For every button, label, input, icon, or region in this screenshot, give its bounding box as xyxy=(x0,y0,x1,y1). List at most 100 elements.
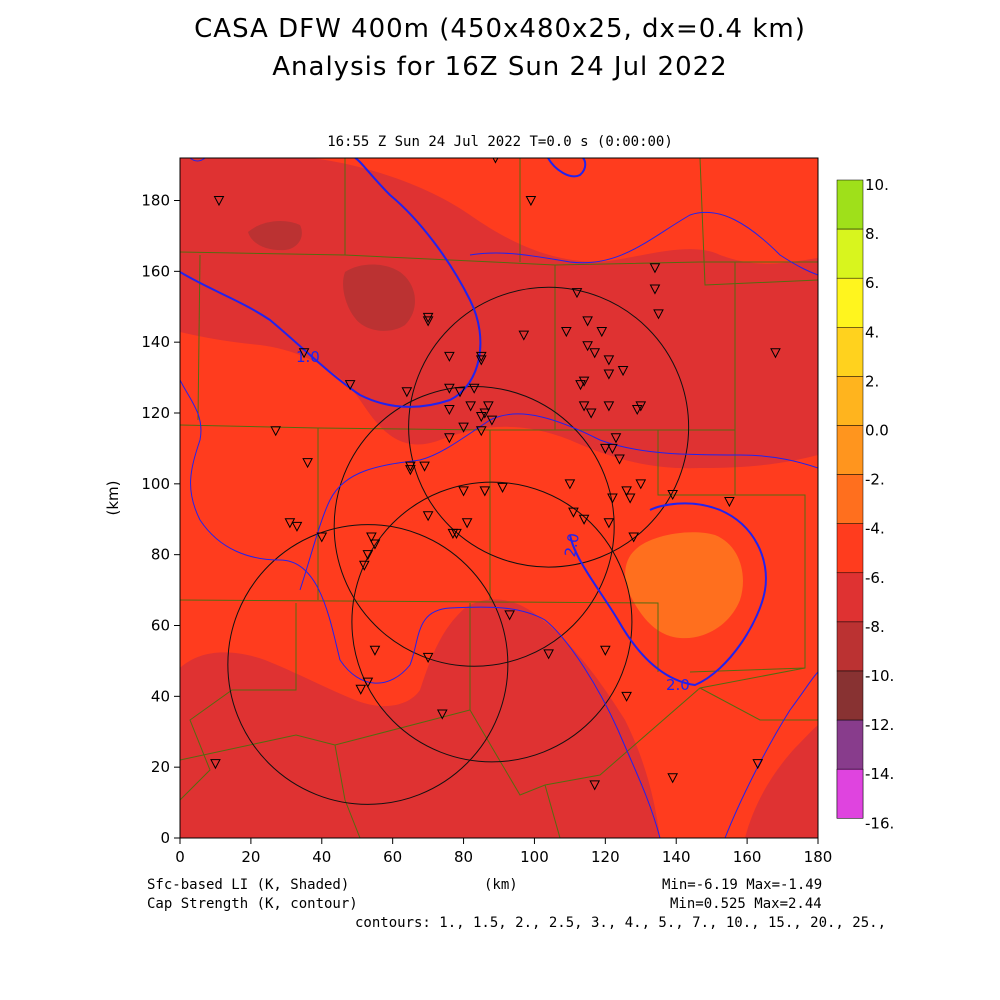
station-marker xyxy=(603,401,615,412)
y-tick-label: 120 xyxy=(141,404,170,422)
radar-range-ring xyxy=(333,385,615,667)
shade-minus6-to-minus4-southeast xyxy=(745,725,818,838)
station-marker xyxy=(635,479,647,490)
contour-2p0-east xyxy=(569,502,767,687)
station-marker xyxy=(405,461,416,472)
county-line xyxy=(180,599,659,672)
figure-title-line1: CASA DFW 400m (450x480x25, dx=0.4 km) xyxy=(194,14,806,44)
station-marker xyxy=(405,465,416,476)
county-boundaries xyxy=(180,158,818,838)
station-marker xyxy=(436,709,448,720)
valid-time-label: 16:55 Z Sun 24 Jul 2022 T=0.0 s (0:00:00… xyxy=(327,134,673,150)
county-line xyxy=(657,430,806,673)
county-line xyxy=(699,687,818,721)
station-marker xyxy=(302,458,313,469)
colorbar-label: -8. xyxy=(865,618,885,636)
y-tick-label: 20 xyxy=(151,758,170,776)
colorbar-swatch xyxy=(836,768,864,819)
y-axis-label: (km) xyxy=(104,480,122,515)
station-marker xyxy=(461,518,473,529)
cap-strength-contours xyxy=(180,158,818,838)
station-marker xyxy=(422,316,434,327)
station-marker xyxy=(607,443,618,454)
y-axis: 0 20 40 60 80 100 120 140 160 180 xyxy=(141,192,180,847)
station-marker xyxy=(770,348,781,359)
contour-1p5-c xyxy=(469,211,818,276)
x-tick-label: 40 xyxy=(312,848,331,866)
shade-below-minus6-patch2 xyxy=(343,264,416,331)
figure-title-line2: Analysis for 16Z Sun 24 Jul 2022 xyxy=(272,52,728,82)
station-marker xyxy=(419,461,430,472)
station-marker xyxy=(210,759,221,770)
x-tick-label: 60 xyxy=(383,848,402,866)
y-tick-label: 40 xyxy=(151,687,170,705)
contour-1p5-b xyxy=(299,413,818,591)
station-marker xyxy=(270,426,282,437)
station-marker xyxy=(582,341,593,352)
station-marker xyxy=(366,532,377,543)
station-marker xyxy=(479,486,491,497)
x-tick-label: 100 xyxy=(520,848,549,866)
shade-minus6-to-minus4-south xyxy=(180,599,660,838)
station-marker xyxy=(444,383,455,394)
station-marker xyxy=(401,387,413,398)
station-marker xyxy=(603,355,615,366)
station-marker xyxy=(561,327,572,338)
colorbar-label: -16. xyxy=(865,814,894,832)
plot-frame xyxy=(179,157,819,839)
station-marker xyxy=(475,426,487,437)
station-marker xyxy=(649,263,661,274)
station-marker xyxy=(628,532,640,543)
station-marker xyxy=(369,645,381,656)
station-marker xyxy=(575,380,586,391)
colorbar-label: -14. xyxy=(865,765,894,783)
footer-contour-minmax: Min=0.525 Max=2.44 xyxy=(670,896,822,912)
station-marker xyxy=(578,401,590,412)
station-marker xyxy=(564,479,576,490)
contour-1p0-north xyxy=(547,158,587,178)
station-marker xyxy=(475,351,487,362)
y-tick-label: 0 xyxy=(160,829,170,847)
radar-range-rings xyxy=(227,286,690,805)
station-marker xyxy=(483,401,494,412)
y-tick-label: 180 xyxy=(141,192,170,210)
x-tick-label: 0 xyxy=(175,848,185,866)
station-marker xyxy=(344,380,356,391)
y-tick-label: 160 xyxy=(141,262,170,280)
colorbar-label: 6. xyxy=(865,274,879,292)
station-marker xyxy=(589,348,601,359)
station-marker xyxy=(649,284,661,295)
contour-label: 2.0 xyxy=(666,676,690,694)
radar-range-ring xyxy=(408,286,690,568)
footer-shaded-field: Sfc-based LI (K, Shaded) xyxy=(147,877,350,893)
shade-below-minus6-patch1 xyxy=(248,220,302,251)
county-line xyxy=(180,424,735,431)
x-tick-label: 140 xyxy=(662,848,691,866)
county-line xyxy=(699,158,818,286)
station-marker xyxy=(422,652,434,663)
contour-1p5-a xyxy=(180,379,661,838)
contour-1p5-e xyxy=(724,671,818,838)
station-marker xyxy=(600,645,611,656)
station-marker xyxy=(451,528,462,539)
county-line xyxy=(544,784,561,838)
y-tick-label: 140 xyxy=(141,333,170,351)
station-marker xyxy=(355,684,367,695)
colorbar-swatch xyxy=(836,425,864,475)
station-marker xyxy=(607,493,618,504)
colorbar-label: 10. xyxy=(865,176,889,194)
station-marker xyxy=(362,677,374,688)
x-tick-label: 160 xyxy=(733,848,762,866)
station-marker xyxy=(358,560,370,571)
colorbar-swatch xyxy=(836,474,864,524)
colorbar-label: -4. xyxy=(865,520,885,538)
colorbar: 10. 8. 6. 4. 2. 0.0 -2. -4. -6. -8. -10. -12. -14. -1… xyxy=(836,176,894,832)
station-marker xyxy=(479,408,491,419)
station-marker xyxy=(621,486,632,497)
station-marker xyxy=(631,404,643,416)
station-marker xyxy=(298,348,310,359)
station-marker xyxy=(475,355,487,366)
footer-contour-levels: contours: 1., 1.5, 2., 2.5, 3., 4., 5., … xyxy=(355,915,887,931)
station-marker xyxy=(444,433,455,444)
station-marker xyxy=(653,309,664,320)
